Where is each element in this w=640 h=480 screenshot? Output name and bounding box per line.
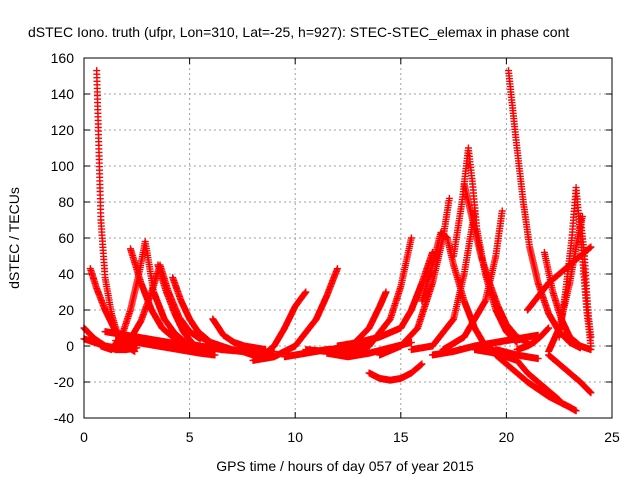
series-10	[112, 337, 219, 359]
y-tick-label: 60	[58, 230, 74, 246]
x-tick-label: 10	[287, 429, 303, 445]
series-markers	[365, 360, 426, 384]
series-markers	[471, 346, 563, 404]
series-markers	[112, 337, 219, 359]
series-markers	[429, 331, 542, 359]
y-tick-label: 140	[51, 86, 75, 102]
series-15	[238, 288, 310, 359]
series-markers	[505, 67, 584, 352]
series-32	[492, 346, 542, 363]
plot-frame	[83, 57, 613, 419]
y-tick-label: 40	[58, 266, 74, 282]
y-tick-label: 100	[51, 158, 75, 174]
series-33	[492, 351, 580, 415]
series-30	[505, 67, 584, 352]
x-tick-label: 25	[604, 429, 620, 445]
series-16	[249, 265, 341, 364]
series-markers	[513, 324, 553, 354]
series-markers	[238, 288, 310, 359]
y-tick-label: -40	[54, 410, 74, 426]
series-6	[127, 245, 185, 346]
series-markers	[333, 248, 436, 350]
chart-title: dSTEC Iono. truth (ufpr, Lon=310, Lat=-2…	[28, 24, 569, 40]
series-23	[376, 194, 453, 359]
series-markers	[545, 351, 595, 397]
series-34	[513, 324, 553, 354]
series-39	[545, 351, 595, 397]
x-axis-label: GPS time / hours of day 057 of year 2015	[216, 458, 474, 474]
tick-labels: 0 5 10 15 20 25 -40 -20 0 20 40 60 80 100 120 140 160	[51, 50, 620, 445]
y-tick-label: -20	[54, 374, 74, 390]
y-tick-label: 0	[66, 338, 74, 354]
series-markers	[492, 351, 580, 415]
y-axis-label: dSTEC / TECUs	[6, 187, 22, 289]
series-29	[429, 331, 542, 359]
series-25	[407, 207, 479, 354]
series-markers	[524, 243, 595, 314]
y-tick-label: 160	[51, 50, 75, 66]
y-tick-label: 20	[58, 302, 74, 318]
series-markers	[407, 207, 479, 354]
x-tick-label: 15	[393, 429, 409, 445]
series-markers	[127, 245, 185, 346]
data-points	[80, 67, 595, 415]
series-markers	[450, 144, 521, 346]
series-26	[450, 144, 521, 346]
series-40	[524, 243, 595, 314]
grid	[84, 58, 612, 418]
axis-ticks	[83, 57, 613, 419]
x-tick-label: 20	[499, 429, 515, 445]
series-markers	[376, 194, 453, 359]
series-21	[333, 248, 436, 350]
series-markers	[249, 265, 341, 364]
x-tick-label: 0	[80, 429, 88, 445]
y-tick-label: 80	[58, 194, 74, 210]
series-31	[471, 346, 563, 404]
y-tick-label: 120	[51, 122, 75, 138]
series-22	[365, 360, 426, 384]
x-tick-label: 5	[186, 429, 194, 445]
series-markers	[492, 346, 542, 363]
